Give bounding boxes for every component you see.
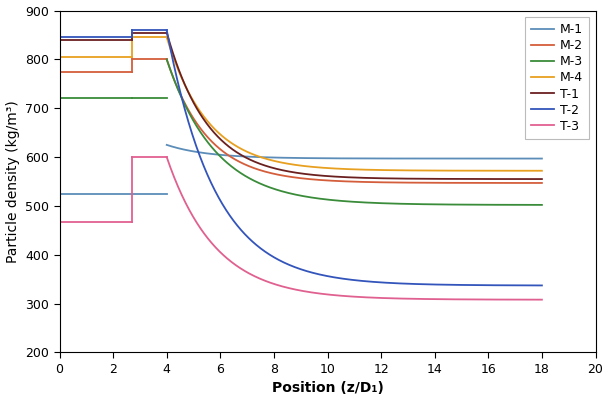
T-3 [366,295,373,300]
Line: T-2: T-2 [167,30,542,286]
M-3 [341,199,348,204]
M-1 [341,156,348,161]
M-2 [529,180,537,185]
M-4 [366,167,373,172]
T-1 [366,176,373,180]
T-3 [538,297,546,302]
Line: M-4: M-4 [167,37,542,171]
M-4 [343,167,351,172]
M-1 [366,156,373,161]
T-3 [163,155,171,160]
M-2 [366,180,373,184]
T-1 [343,175,351,180]
M-3 [343,199,351,204]
M-3 [538,203,546,207]
M-1 [386,156,393,161]
M-2 [343,179,351,184]
M-2 [538,180,546,185]
M-4 [386,168,393,172]
T-2 [471,283,478,288]
T-3 [386,296,393,301]
T-2 [538,283,546,288]
T-2 [366,279,373,284]
T-2 [529,283,537,288]
M-1 [343,156,351,161]
T-3 [471,297,478,302]
M-1 [163,142,171,147]
Line: T-3: T-3 [167,157,542,300]
M-3 [366,200,373,205]
M-2 [163,57,171,62]
T-1 [529,177,537,182]
M-4 [538,168,546,173]
M-2 [471,180,478,185]
M-3 [529,203,537,207]
T-2 [343,277,351,282]
T-2 [386,281,393,286]
Y-axis label: Particle density (kg/m³): Particle density (kg/m³) [5,100,19,263]
T-3 [343,294,351,299]
T-1 [163,30,171,35]
Line: M-3: M-3 [167,59,542,205]
M-4 [341,166,348,171]
M-1 [538,156,546,161]
M-3 [386,201,393,206]
M-4 [471,168,478,173]
Line: M-1: M-1 [167,145,542,158]
M-2 [341,179,348,184]
X-axis label: Position (z/D₁): Position (z/D₁) [272,381,384,395]
T-1 [341,175,348,180]
M-4 [163,35,171,40]
Legend: M-1, M-2, M-3, M-4, T-1, T-2, T-3: M-1, M-2, M-3, M-4, T-1, T-2, T-3 [525,17,590,139]
Line: M-2: M-2 [167,59,542,183]
T-1 [386,176,393,181]
M-1 [471,156,478,161]
T-1 [538,177,546,182]
M-1 [529,156,537,161]
M-3 [163,57,171,62]
M-3 [471,202,478,207]
T-1 [471,176,478,181]
T-3 [529,297,537,302]
T-3 [341,294,348,298]
T-2 [341,277,348,282]
M-2 [386,180,393,185]
T-2 [163,28,171,32]
M-4 [529,168,537,173]
Line: T-1: T-1 [167,32,542,179]
